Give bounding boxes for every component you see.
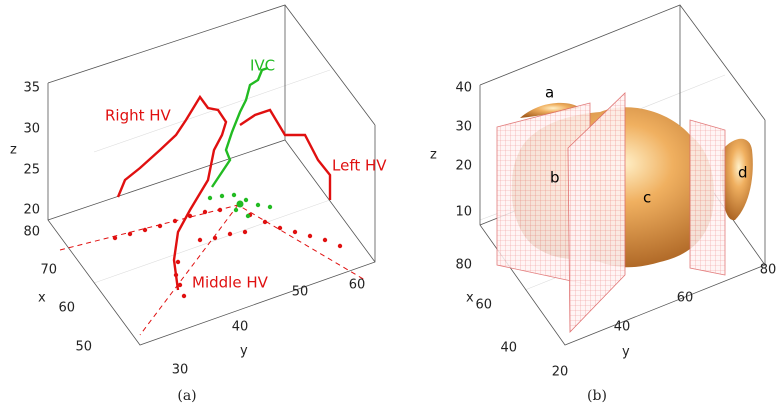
x-tick-label: 60 (58, 301, 75, 316)
z-tick-label: 20 (23, 203, 40, 218)
z-tick-label: 30 (23, 122, 40, 137)
annotation: a (545, 84, 554, 102)
z-tick-label: 40 (455, 81, 472, 96)
x-axis-label: x (466, 291, 474, 306)
x-tick-label: 40 (500, 341, 517, 356)
y-tick-label: 40 (614, 320, 631, 335)
y-tick-label: 40 (232, 320, 249, 335)
x-tick-label: 70 (40, 263, 57, 278)
y-axis-label: y (240, 344, 248, 359)
y-tick-label: 30 (172, 363, 189, 378)
z-tick-label: 25 (23, 163, 40, 178)
x-axis-label: x (38, 291, 46, 306)
caption: (a) (177, 388, 196, 404)
z-axis-label: z (430, 148, 437, 163)
annotation: IVC (250, 57, 275, 75)
annotation: b (550, 169, 560, 187)
y-tick-label: 20 (552, 365, 569, 380)
z-tick-label: 30 (455, 120, 472, 135)
annotation: Right HV (105, 107, 172, 125)
z-tick-label: 20 (455, 159, 472, 174)
axes-box-a (48, 5, 375, 345)
caption: (b) (587, 388, 607, 404)
liver-model (497, 93, 753, 332)
y-axis-label: y (622, 345, 630, 360)
z-tick-label: 35 (23, 81, 40, 96)
x-tick-label: 80 (23, 225, 40, 240)
z-tick-label: 10 (455, 205, 472, 220)
annotation: d (738, 164, 748, 182)
annotation: c (643, 189, 651, 207)
y-tick-label: 60 (677, 291, 694, 306)
y-tick-label: 60 (349, 278, 366, 293)
figure: z 35 30 25 20 x 80 70 60 50 y 30 40 50 6… (0, 0, 781, 409)
annotation: Left HV (332, 157, 387, 175)
annotation: Middle HV (192, 274, 269, 292)
z-axis-label: z (10, 143, 17, 158)
y-tick-label: 50 (292, 285, 309, 300)
y-tick-label: 80 (760, 263, 777, 278)
x-tick-label: 80 (455, 258, 472, 273)
x-tick-label: 60 (475, 298, 492, 313)
x-tick-label: 50 (75, 340, 92, 355)
